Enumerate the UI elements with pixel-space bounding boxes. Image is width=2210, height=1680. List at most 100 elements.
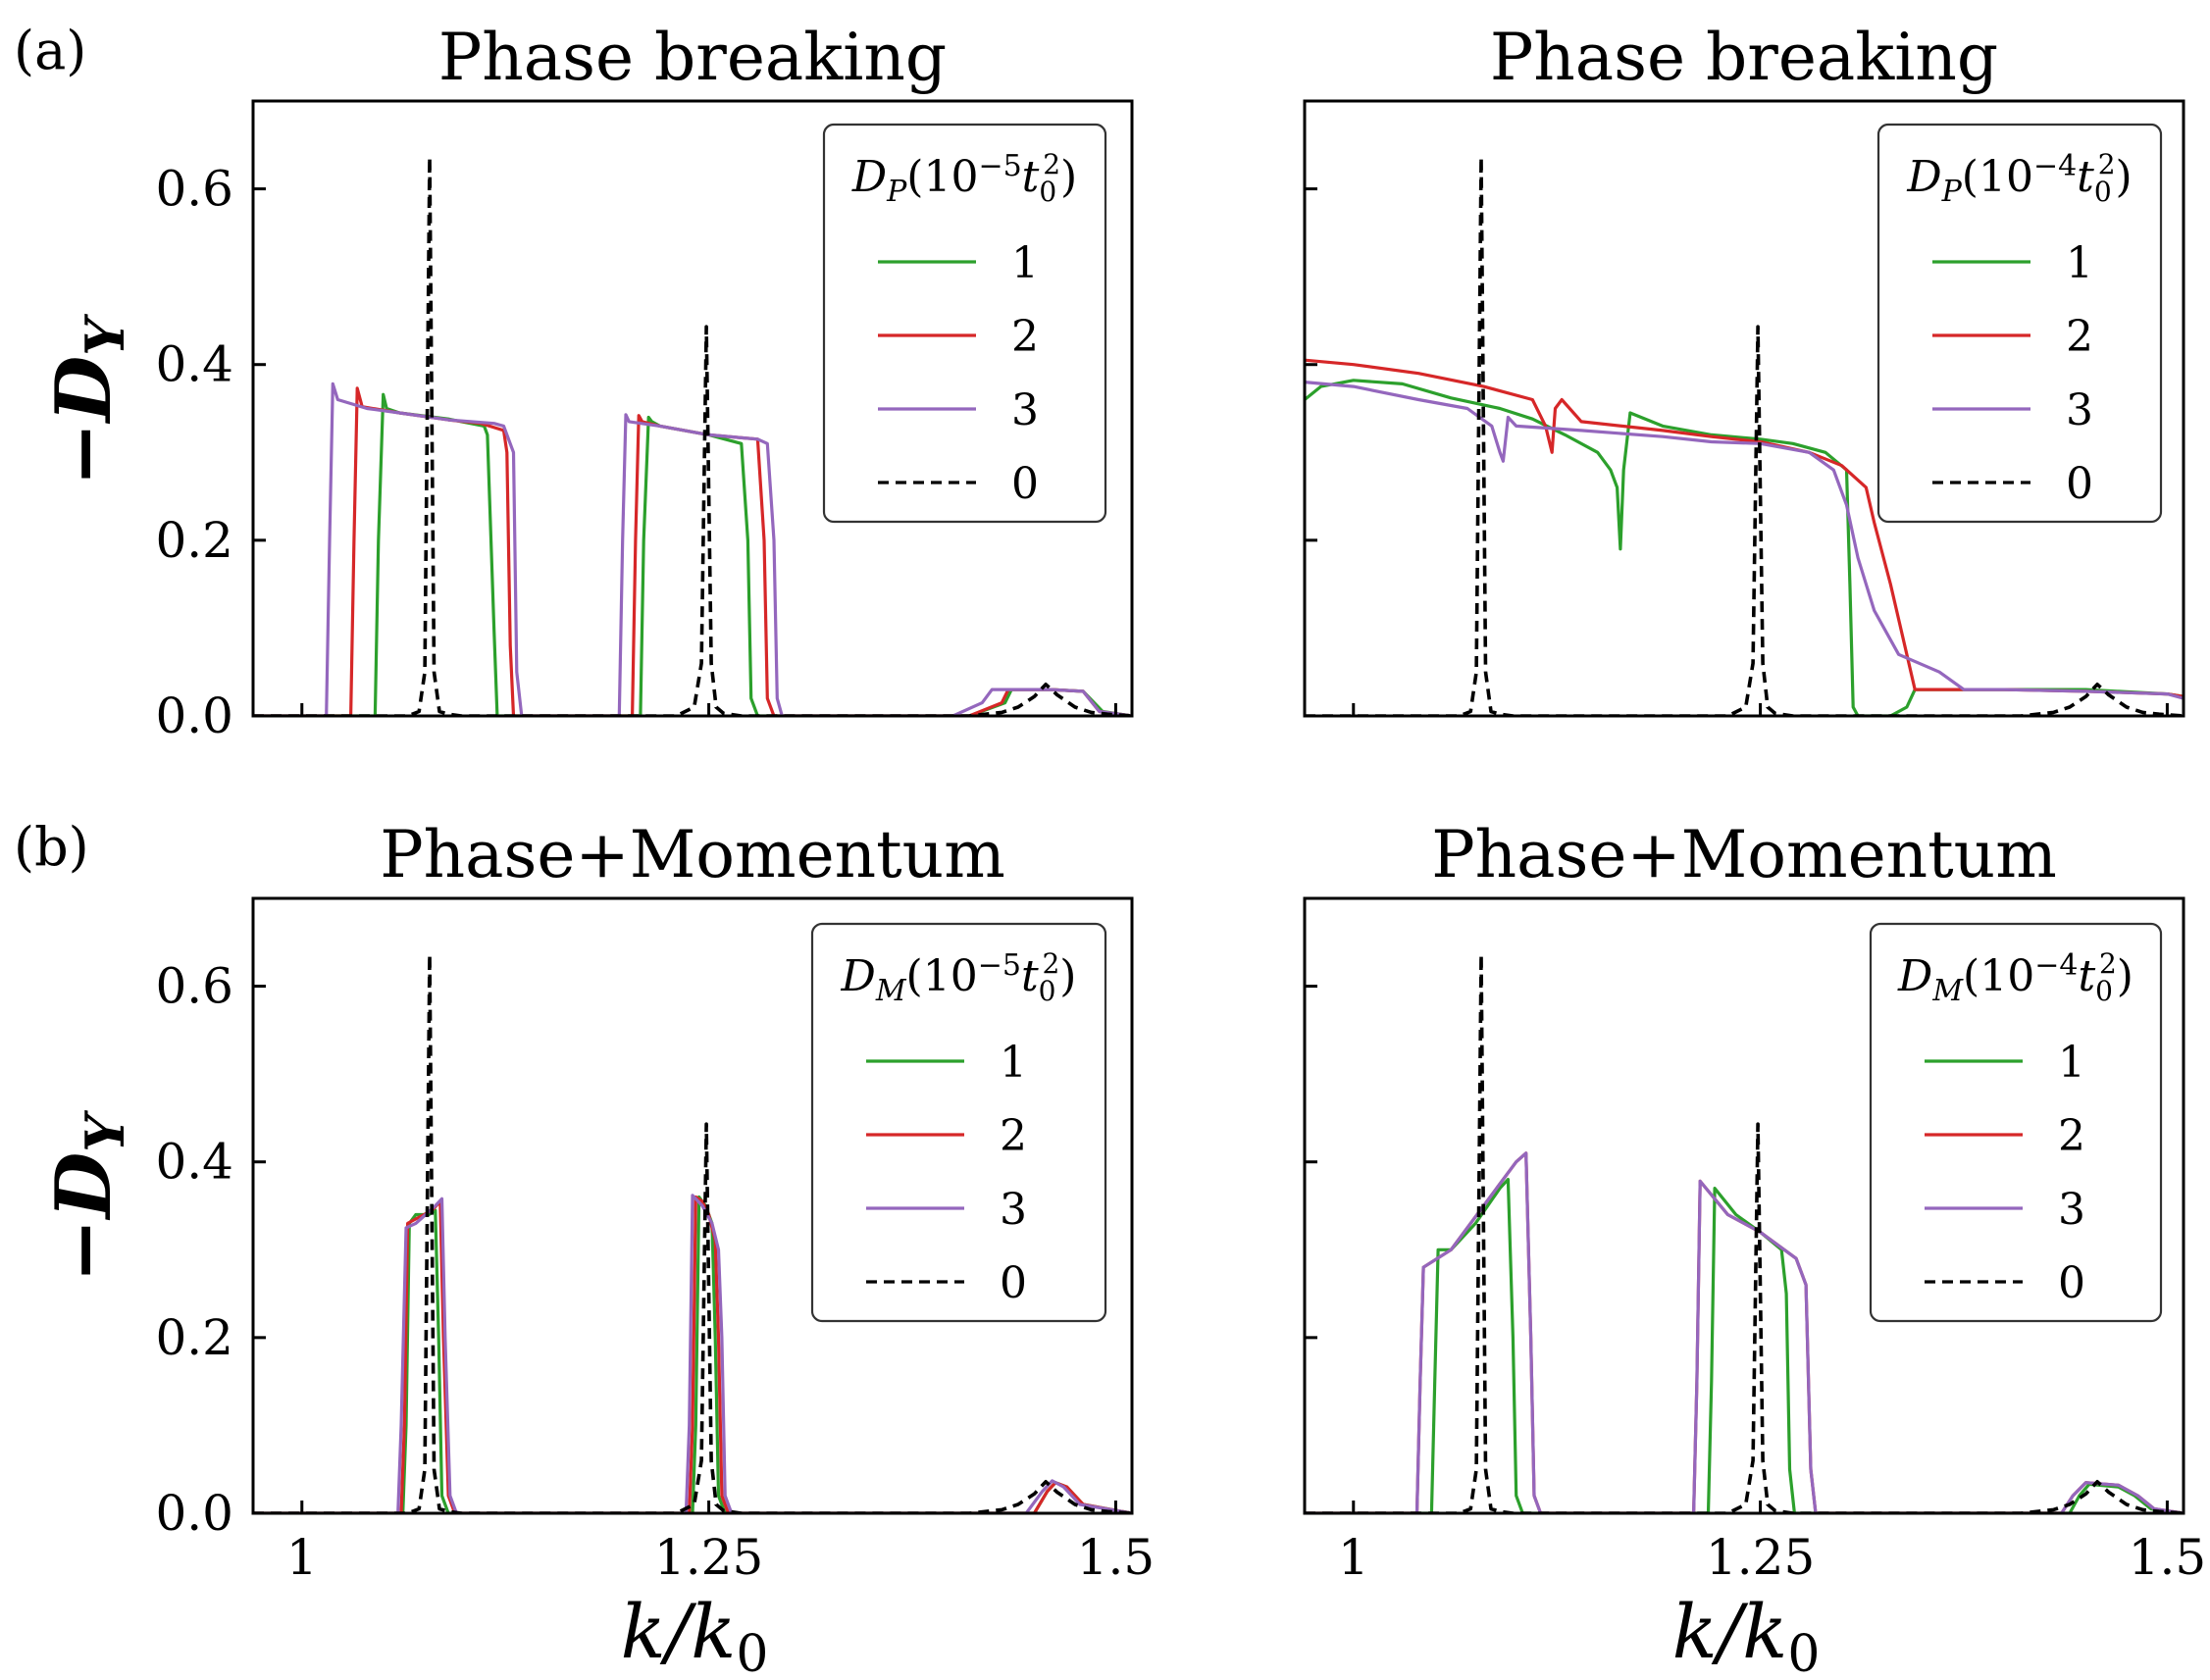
legend-label-1: 1 — [2058, 1038, 2085, 1088]
legend-label-2: 2 — [1011, 312, 1039, 362]
legend-title-unit: t — [2077, 152, 2094, 202]
series-line-0 — [1305, 952, 2184, 1513]
legend-label-0: 0 — [1000, 1258, 1027, 1308]
series-group — [253, 952, 1132, 1513]
legend-title-unit-sup: 2 — [1043, 148, 1060, 180]
series-line-0 — [253, 155, 1132, 716]
x-tick-label: 1.5 — [1077, 1529, 1156, 1586]
series-group — [1305, 155, 2184, 716]
legend-title-unit-sub: 0 — [2094, 176, 2112, 208]
legend-title-sub: P — [886, 175, 907, 209]
ylabel-text: −D — [39, 1151, 128, 1282]
legend-label-1: 1 — [1000, 1038, 1027, 1088]
legend-frame — [810, 922, 1107, 1323]
series-line-2 — [1305, 358, 2184, 698]
legend-title-unit-sub: 0 — [1039, 176, 1056, 208]
legend-label-3: 3 — [1011, 385, 1039, 435]
legend-label-2: 2 — [2058, 1111, 2085, 1161]
legend-title-var: D — [851, 152, 887, 202]
panel-title: Phase+Momentum — [1431, 817, 2057, 892]
y-tick-label: 0.2 — [155, 1309, 233, 1366]
panel-3: Phase+Momentum 0.0 0.2 0.4 0.6 1 1.25 1.5 DM(10−… — [155, 817, 1155, 1586]
legend-title-sub: M — [875, 974, 907, 1008]
xlabel-right: k/k0 — [1672, 1588, 1821, 1680]
ylabel-bottom: −DY — [39, 1110, 136, 1283]
y-tick-label: 0.0 — [155, 1485, 233, 1542]
legend-title: DP(10−5t02) — [851, 148, 1077, 209]
legend-title-rest: (10 — [1962, 152, 2033, 202]
svg-text:−DY: −DY — [39, 1110, 136, 1283]
panel-title: Phase+Momentum — [380, 817, 1005, 892]
legend-label-3: 3 — [1000, 1185, 1027, 1235]
x-tick-label: 1 — [286, 1529, 318, 1586]
legend-title-var: D — [1897, 951, 1932, 1001]
xlabel-sub: 0 — [736, 1625, 768, 1680]
row-label-a: (a) — [14, 20, 86, 81]
legend-title-exp: −4 — [2034, 948, 2078, 983]
series-line-3 — [253, 1194, 1132, 1513]
legend-title-exp: −5 — [978, 948, 1021, 983]
legend-label-2: 2 — [2066, 312, 2093, 362]
legend-title: DP(10−4t02) — [1906, 148, 2132, 209]
legend-title: DM(10−5t02) — [841, 947, 1077, 1008]
legend-frame — [822, 123, 1107, 524]
ylabel-sub: Y — [74, 1110, 136, 1152]
legend-label-0: 0 — [2066, 459, 2093, 509]
legend-title-exp: −5 — [978, 149, 1021, 183]
ylabel-text: −D — [39, 355, 128, 485]
y-tick-label: 0.6 — [155, 958, 233, 1015]
series-line-3 — [253, 382, 1132, 716]
legend-title-unit: t — [2078, 951, 2095, 1001]
legend-title-var: D — [841, 951, 876, 1001]
legend-label-0: 0 — [2058, 1258, 2085, 1308]
series-line-0 — [253, 952, 1132, 1513]
svg-text:−DY: −DY — [39, 314, 136, 486]
series-line-0 — [1305, 155, 2184, 716]
legend-label-1: 1 — [2066, 238, 2093, 288]
panel-title: Phase breaking — [438, 20, 947, 95]
x-tick-label: 1 — [1338, 1529, 1369, 1586]
legend-title-sub: P — [1941, 175, 1963, 209]
y-tick-label: 0.6 — [155, 161, 233, 218]
y-tick-label: 0.2 — [155, 512, 233, 569]
legend-label-0: 0 — [1011, 459, 1039, 509]
legend-title-close: ) — [1060, 152, 1077, 202]
y-tick-label: 0.4 — [155, 1134, 233, 1191]
legend-title-unit-sub: 0 — [2095, 975, 2113, 1007]
plot-frame — [251, 99, 1134, 718]
x-tick-label: 1.25 — [654, 1529, 763, 1586]
y-tick-label: 0.4 — [155, 336, 233, 393]
row-label-b: (b) — [14, 816, 89, 878]
plot-frame — [251, 896, 1134, 1515]
legend-frame — [1876, 123, 2163, 524]
y-tick-label: 0.0 — [155, 687, 233, 744]
legend-title-close: ) — [1059, 951, 1076, 1001]
legend-title-unit-sup: 2 — [1042, 947, 1059, 980]
legend: DM(10−5t02) 1 2 3 0 — [810, 922, 1107, 1323]
legend-title-unit: t — [1022, 152, 1040, 202]
plot-frame — [1303, 896, 2185, 1515]
xlabel-left: k/k0 — [621, 1588, 769, 1680]
legend-label-1: 1 — [1011, 238, 1039, 288]
ylabel-top: −DY — [39, 314, 136, 486]
legend-label-3: 3 — [2058, 1185, 2085, 1235]
plot-frame — [1303, 99, 2185, 718]
legend-title-unit-sup: 2 — [2099, 947, 2117, 980]
legend-title: DM(10−4t02) — [1897, 947, 2133, 1008]
x-tick-label: 1.5 — [2129, 1529, 2207, 1586]
legend-frame — [1869, 922, 2163, 1323]
legend-title-exp: −4 — [2033, 149, 2077, 183]
legend-title-var: D — [1906, 152, 1941, 202]
series-line-3 — [1305, 1151, 2184, 1513]
series-line-2 — [253, 1195, 1132, 1513]
xlabel-main: k/k — [621, 1588, 737, 1675]
legend-title-unit-sup: 2 — [2098, 148, 2116, 180]
legend-title-close: ) — [2116, 152, 2133, 202]
